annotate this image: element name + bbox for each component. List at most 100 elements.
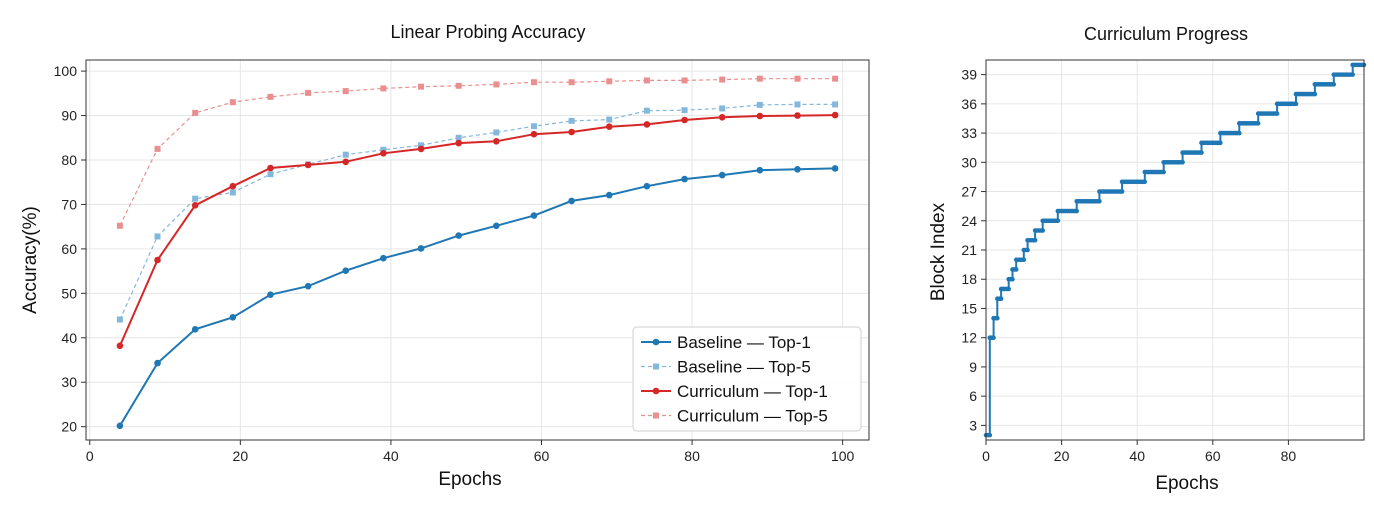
accuracy-x-tick-label: 40 bbox=[383, 448, 399, 464]
accuracy-point-marker bbox=[719, 105, 726, 112]
accuracy-legend-marker bbox=[653, 412, 659, 419]
accuracy-point-marker bbox=[643, 77, 650, 84]
accuracy-point-marker bbox=[794, 101, 801, 108]
accuracy-x-tick-label: 20 bbox=[233, 448, 249, 464]
accuracy-point-marker bbox=[229, 99, 236, 106]
curriculum-point-marker bbox=[1255, 121, 1261, 126]
accuracy-point-marker bbox=[418, 142, 425, 149]
accuracy-series-line bbox=[119, 167, 836, 427]
accuracy-legend-marker bbox=[652, 387, 660, 395]
curriculum-point-marker bbox=[998, 296, 1004, 302]
accuracy-legend-box bbox=[632, 326, 862, 432]
accuracy-point-marker bbox=[154, 256, 161, 264]
accuracy-point-marker bbox=[530, 79, 537, 86]
accuracy-x-tick-label: 80 bbox=[684, 448, 700, 464]
curriculum-point-marker bbox=[995, 315, 1000, 321]
curriculum-y-tick-label: 33 bbox=[961, 125, 977, 141]
accuracy-legend-marker bbox=[652, 338, 660, 346]
accuracy-y-tick-label: 50 bbox=[61, 285, 77, 301]
accuracy-point-marker bbox=[756, 166, 764, 174]
accuracy-point-marker bbox=[267, 291, 274, 298]
accuracy-point-marker bbox=[643, 182, 651, 190]
accuracy-point-marker bbox=[342, 151, 349, 158]
accuracy-point-marker bbox=[605, 191, 613, 199]
accuracy-y-tick-label: 40 bbox=[61, 330, 77, 346]
accuracy-point-marker bbox=[154, 359, 161, 367]
accuracy-point-marker bbox=[719, 76, 726, 83]
curriculum-y-tick-label: 30 bbox=[961, 154, 977, 170]
curriculum-y-tick-label: 39 bbox=[961, 67, 977, 83]
accuracy-y-tick-label: 20 bbox=[61, 419, 77, 435]
curriculum-point-marker bbox=[991, 335, 996, 340]
accuracy-point-marker bbox=[832, 101, 839, 108]
accuracy-point-marker bbox=[304, 282, 312, 290]
accuracy-legend-label: Baseline — Top-5 bbox=[677, 358, 811, 377]
accuracy-point-marker bbox=[154, 145, 161, 152]
accuracy-point-marker bbox=[493, 222, 500, 230]
accuracy-point-marker bbox=[267, 93, 274, 100]
accuracy-y-tick-label: 100 bbox=[54, 63, 78, 79]
accuracy-legend-marker bbox=[653, 363, 659, 370]
curriculum-y-tick-label: 27 bbox=[961, 184, 977, 200]
accuracy-y-tick-label: 30 bbox=[61, 374, 77, 390]
accuracy-point-marker bbox=[380, 254, 387, 262]
accuracy-x-tick-label: 60 bbox=[534, 448, 550, 464]
accuracy-point-marker bbox=[756, 101, 763, 108]
accuracy-y-label: Accuracy(%) bbox=[20, 206, 41, 314]
curriculum-grid bbox=[985, 60, 1364, 440]
accuracy-point-marker bbox=[493, 138, 500, 145]
accuracy-point-marker bbox=[380, 146, 387, 153]
accuracy-y-tick-label: 70 bbox=[61, 196, 77, 212]
curriculum-point-marker bbox=[1312, 91, 1318, 97]
accuracy-point-marker bbox=[756, 112, 764, 120]
curriculum-point-marker bbox=[1331, 82, 1337, 87]
curriculum-y-tick-label: 21 bbox=[961, 242, 977, 258]
accuracy-point-marker bbox=[831, 111, 839, 119]
accuracy-point-marker bbox=[643, 107, 650, 114]
curriculum-y-tick-label: 9 bbox=[969, 359, 977, 375]
curriculum-point-marker bbox=[1161, 169, 1166, 175]
accuracy-chart: Linear Probing Accuracy 0 20 40 60 80 100 20 30… bbox=[20, 22, 870, 490]
accuracy-point-marker bbox=[493, 81, 500, 88]
curriculum-point-marker bbox=[1025, 247, 1030, 253]
accuracy-y-tick-label: 80 bbox=[61, 152, 77, 168]
accuracy-point-marker bbox=[530, 123, 537, 130]
curriculum-point-marker bbox=[1199, 150, 1204, 155]
accuracy-point-marker bbox=[530, 130, 538, 138]
accuracy-point-marker bbox=[229, 314, 237, 321]
accuracy-plot-frame bbox=[85, 59, 870, 441]
accuracy-point-marker bbox=[681, 107, 688, 114]
curriculum-point-marker bbox=[1055, 218, 1061, 224]
accuracy-y-tick-label: 90 bbox=[61, 108, 77, 124]
accuracy-point-marker bbox=[304, 161, 312, 169]
accuracy-series-line bbox=[118, 114, 836, 347]
curriculum-x-label: Epochs bbox=[1155, 473, 1218, 494]
accuracy-point-marker bbox=[380, 150, 387, 157]
accuracy-point-marker bbox=[417, 245, 425, 252]
curriculum-point-marker bbox=[1180, 160, 1185, 165]
accuracy-point-marker bbox=[455, 134, 462, 141]
curriculum-y-tick-label: 36 bbox=[961, 96, 977, 112]
curriculum-point-marker bbox=[1032, 237, 1038, 243]
curriculum-point-marker bbox=[1040, 228, 1045, 233]
curriculum-y-tick-label: 3 bbox=[969, 417, 977, 433]
accuracy-point-marker bbox=[342, 158, 350, 166]
accuracy-point-marker bbox=[342, 267, 350, 274]
accuracy-point-marker bbox=[380, 85, 387, 92]
accuracy-point-marker bbox=[116, 316, 123, 323]
accuracy-series-line bbox=[119, 78, 836, 227]
accuracy-point-marker bbox=[831, 165, 839, 172]
curriculum-chart-title: Curriculum Progress bbox=[1084, 24, 1248, 44]
accuracy-point-marker bbox=[832, 75, 839, 82]
curriculum-y-tick-label: 6 bbox=[969, 388, 977, 404]
accuracy-legend-label: Baseline — Top-1 bbox=[677, 333, 811, 352]
accuracy-point-marker bbox=[267, 171, 274, 178]
accuracy-point-marker bbox=[116, 422, 124, 430]
accuracy-legend-label: Curriculum — Top-5 bbox=[677, 407, 828, 426]
curriculum-point-marker bbox=[1218, 140, 1223, 146]
accuracy-point-marker bbox=[493, 129, 500, 136]
curriculum-point-marker bbox=[1293, 101, 1299, 107]
accuracy-point-marker bbox=[418, 83, 425, 90]
accuracy-point-marker bbox=[568, 197, 575, 205]
